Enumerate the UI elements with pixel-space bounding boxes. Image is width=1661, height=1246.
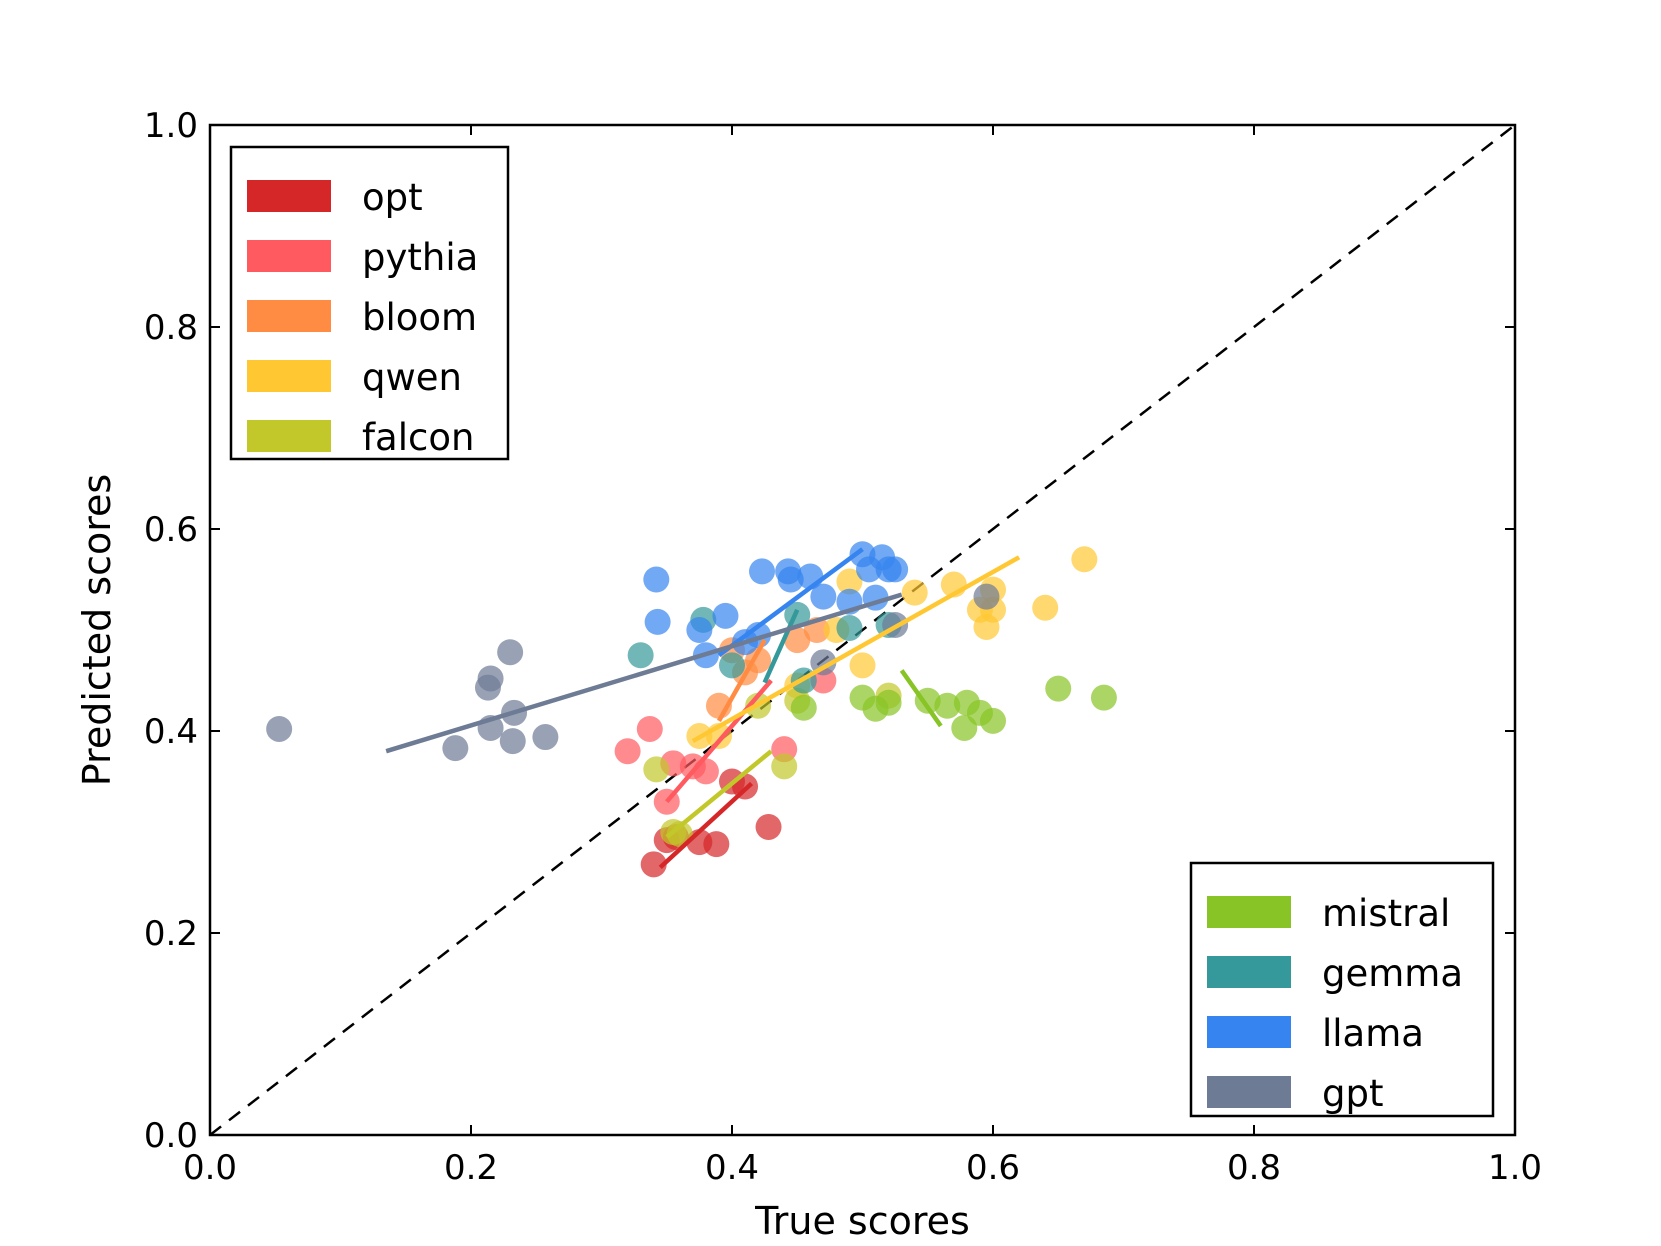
fit-line-gpt (385, 592, 903, 754)
point-mistral (914, 687, 941, 714)
point-qwen (836, 568, 863, 595)
legend-swatch-gemma (1207, 956, 1291, 988)
point-mistral (980, 707, 1006, 734)
x-axis: 0.0 0.2 0.4 0.6 0.8 1.0 (183, 125, 1542, 1188)
fit-line-gemma (762, 608, 800, 684)
x-axis-label: True scores (754, 1199, 970, 1243)
legend-swatch-opt (247, 180, 331, 212)
fit-line-mistral (899, 669, 943, 728)
legend-bottom-right: mistral gemma llama gpt (1189, 861, 1495, 1118)
legend-swatch-llama (1207, 1016, 1291, 1048)
legend-label-pythia: pythia (362, 236, 478, 279)
point-falcon (771, 753, 798, 780)
legend-label-falcon: falcon (362, 416, 474, 459)
legend-label-bloom: bloom (362, 296, 477, 339)
plot-area (208, 123, 1517, 1137)
point-qwen (901, 579, 928, 606)
point-mistral (1090, 684, 1117, 711)
legend-swatch-falcon (247, 420, 331, 452)
point-gpt (477, 665, 504, 692)
point-qwen (973, 613, 1000, 640)
point-opt (755, 813, 782, 840)
fit-line-opt (658, 781, 754, 870)
point-pythia (614, 738, 641, 765)
point-gemma (627, 642, 654, 669)
point-gpt (497, 639, 524, 666)
legend-swatch-bloom (247, 300, 331, 332)
legend-swatch-qwen (247, 360, 331, 392)
y-tick-label: 0.6 (144, 510, 198, 550)
y-tick-label: 1.0 (144, 106, 198, 146)
x-tick-label: 0.0 (183, 1148, 237, 1188)
point-llama (644, 608, 671, 635)
point-gpt (532, 724, 559, 751)
point-gpt (442, 735, 469, 762)
point-llama (643, 566, 670, 593)
point-gemma (836, 614, 863, 641)
point-pythia (692, 758, 719, 785)
point-gpt (973, 583, 1000, 610)
legend-swatch-pythia (247, 240, 331, 272)
diagonal-line (209, 124, 1516, 1136)
plot-frame (208, 123, 1517, 1137)
fit-line-llama (717, 547, 864, 658)
x-tick-label: 0.6 (966, 1148, 1020, 1188)
point-qwen (1032, 594, 1059, 621)
y-tick-label: 0.0 (144, 1116, 198, 1156)
fit-line-bloom (716, 638, 767, 723)
point-llama (810, 583, 837, 610)
y-tick-label: 0.4 (144, 712, 198, 752)
fit-line-pythia (665, 679, 773, 804)
legend-swatch-gpt (1207, 1076, 1291, 1108)
legend-label-opt: opt (362, 176, 423, 219)
y-tick-label: 0.8 (144, 308, 198, 348)
legend-top-left: opt pythia bloom qwen falcon (229, 145, 510, 461)
x-tick-label: 1.0 (1488, 1148, 1542, 1188)
point-falcon (643, 756, 670, 783)
point-gemma (719, 652, 745, 679)
point-gpt (499, 728, 526, 755)
x-tick-label: 0.2 (444, 1148, 498, 1188)
series-mistral (790, 675, 1117, 741)
point-llama (686, 617, 713, 643)
y-tick-label: 0.2 (144, 914, 198, 954)
y-axis: 0.0 0.2 0.4 0.6 0.8 1.0 (144, 106, 1515, 1156)
legend-label-gpt: gpt (1322, 1072, 1383, 1115)
point-mistral (1045, 675, 1072, 702)
series-gpt (266, 583, 1000, 762)
legend-label-qwen: qwen (362, 356, 462, 399)
point-mistral (875, 689, 902, 716)
point-pythia (810, 667, 837, 694)
point-gpt (266, 715, 293, 742)
y-axis-label: Predicted scores (75, 474, 119, 786)
fit-line-qwen (691, 555, 1021, 744)
point-llama (749, 558, 776, 585)
point-bloom (784, 627, 811, 654)
legend-label-llama: llama (1322, 1012, 1424, 1055)
point-llama (777, 566, 804, 593)
x-tick-label: 0.8 (1227, 1148, 1281, 1188)
legend-swatch-mistral (1207, 896, 1291, 928)
point-qwen (849, 652, 876, 679)
point-mistral (790, 694, 817, 721)
point-qwen (1071, 546, 1098, 573)
legend-label-gemma: gemma (1322, 952, 1463, 995)
x-tick-label: 0.4 (705, 1148, 759, 1188)
fit-line-falcon (665, 749, 773, 839)
point-opt (703, 831, 730, 858)
point-llama (882, 556, 909, 583)
point-pythia (636, 715, 663, 742)
point-llama (712, 602, 739, 629)
legend-label-mistral: mistral (1322, 892, 1450, 935)
point-mistral (934, 692, 961, 719)
point-opt (640, 851, 667, 878)
